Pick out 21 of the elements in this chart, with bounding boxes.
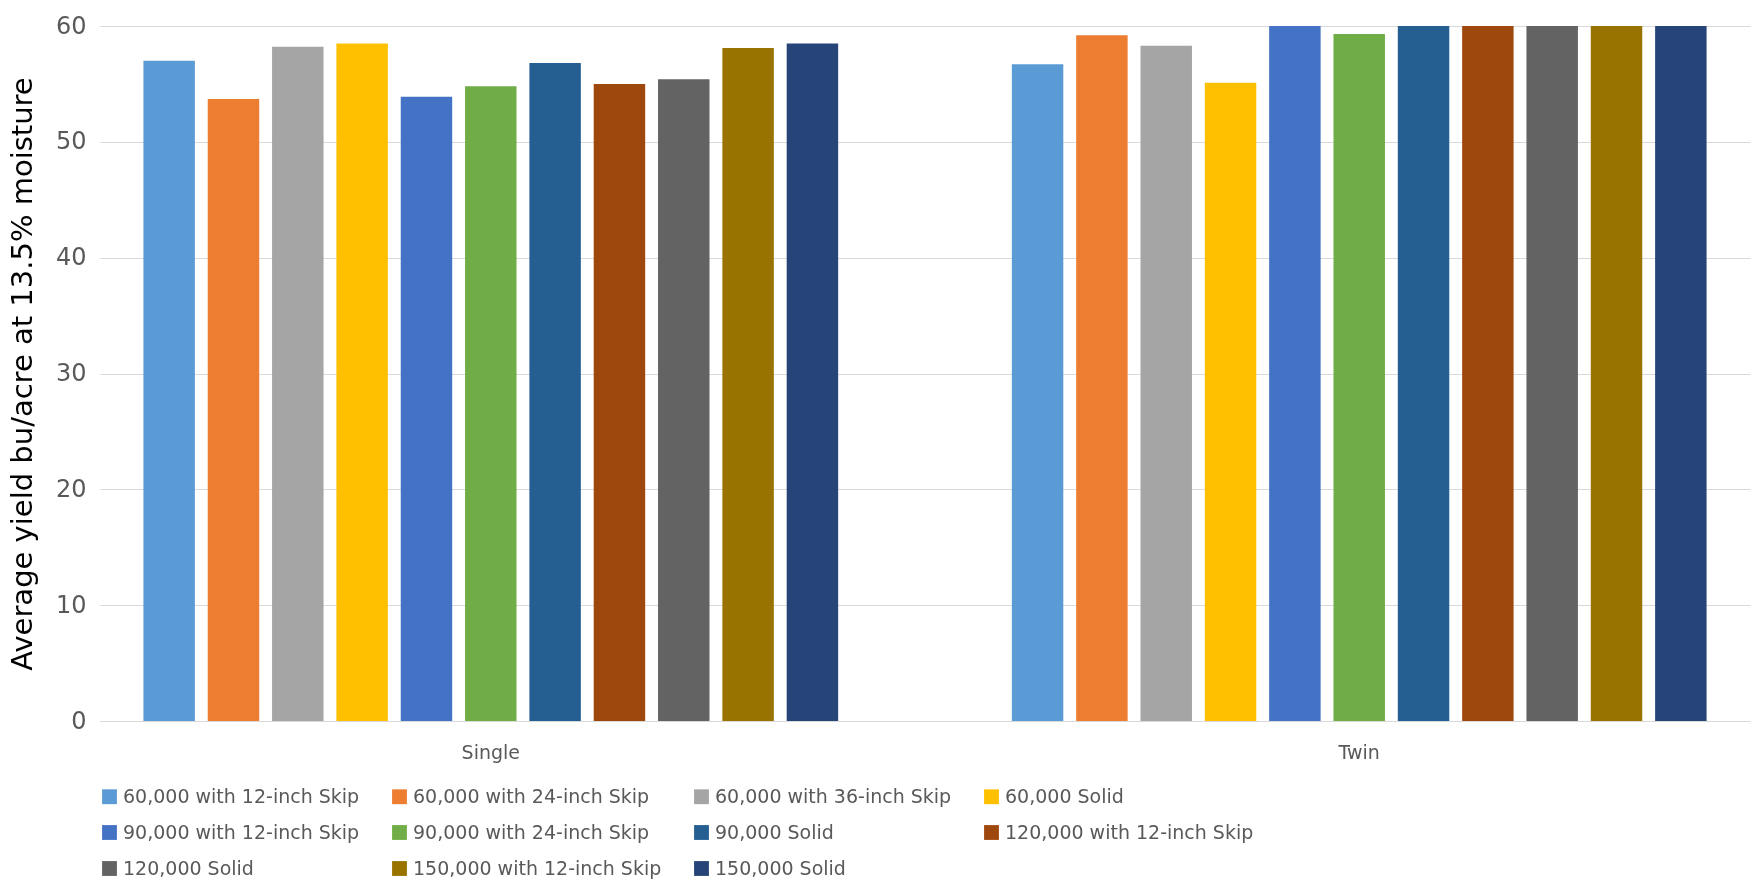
legend-label: 60,000 with 12-inch Skip xyxy=(123,784,360,807)
y-tick-label: 0 xyxy=(71,706,87,735)
legend-label: 120,000 with 12-inch Skip xyxy=(1005,820,1254,843)
y-tick-label: 20 xyxy=(55,474,87,503)
y-tick-label: 50 xyxy=(55,127,87,156)
legend-label: 90,000 with 24-inch Skip xyxy=(413,820,650,843)
y-tick-label: 30 xyxy=(55,359,87,387)
legend-label: 150,000 with 12-inch Skip xyxy=(413,856,662,879)
legend-label: 60,000 with 36-inch Skip xyxy=(715,784,952,807)
y-tick-label: 40 xyxy=(55,243,87,272)
x-tick-label: Single xyxy=(461,740,520,763)
legend-label: 120,000 Solid xyxy=(123,856,254,879)
legend-label: 150,000 Solid xyxy=(715,856,846,879)
y-axis-title: Average yield bu/acre at 13.5% moisture xyxy=(4,77,39,671)
y-tick-label: 10 xyxy=(55,590,87,619)
legend-label: 90,000 with 12-inch Skip xyxy=(123,820,360,843)
legend-label: 60,000 Solid xyxy=(1005,784,1124,807)
legend-label: 90,000 Solid xyxy=(715,820,834,843)
y-tick-label: 60 xyxy=(55,11,87,40)
legend-label: 60,000 with 24-inch Skip xyxy=(413,784,650,807)
x-tick-label: Twin xyxy=(1337,740,1380,763)
